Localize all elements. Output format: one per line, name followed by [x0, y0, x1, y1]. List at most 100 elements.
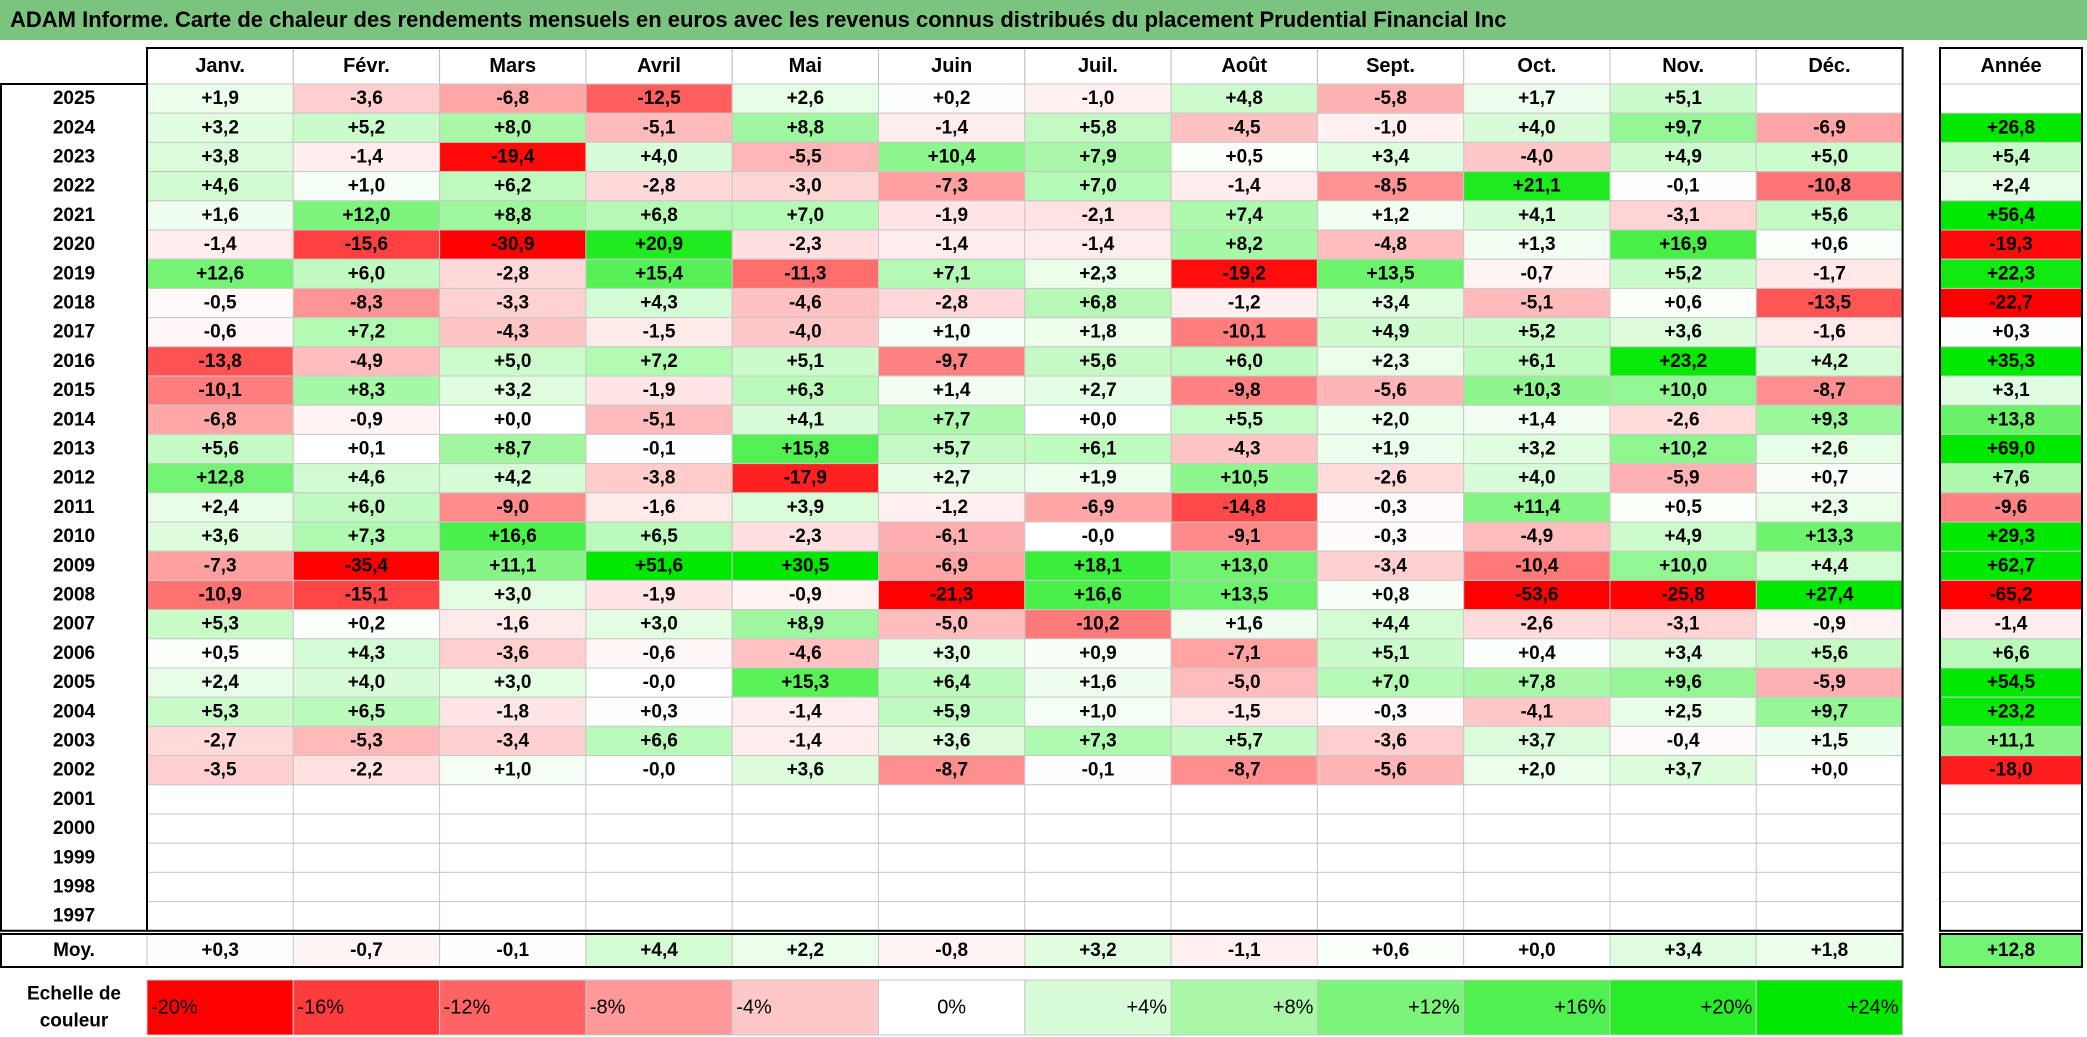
cell-value: -8,7 [1228, 760, 1261, 781]
year-label: 2002 [53, 760, 95, 781]
scale-label-line2: couleur [40, 1011, 109, 1032]
cell-value: -5,9 [1813, 672, 1846, 693]
heatmap-cell [1170, 813, 1318, 844]
heatmap-cell [1609, 638, 1757, 669]
heatmap-cell [1755, 141, 1904, 173]
cell-value: -9,1 [1228, 526, 1261, 547]
heatmap-cell [585, 871, 733, 903]
scale-swatch [1755, 979, 1904, 1036]
month-header: Nov. [1662, 55, 1704, 77]
heatmap-cell [292, 112, 441, 143]
month-header-cell [1170, 47, 1318, 85]
cell-value: +6,3 [787, 380, 825, 401]
annual-value: -22,7 [1989, 293, 2032, 314]
cell-value: -6,9 [1813, 117, 1846, 138]
heatmap-cell [439, 579, 587, 611]
heatmap-cell [1024, 667, 1172, 698]
heatmap-cell [1024, 871, 1172, 903]
cell-value: -1,0 [1082, 88, 1115, 109]
heatmap-cell [731, 404, 880, 435]
heatmap-cell [878, 317, 1026, 348]
heatmap-cell [1755, 667, 1904, 698]
annual-header-cell [1939, 47, 2083, 85]
heatmap-cell [878, 579, 1026, 611]
scale-swatch [1170, 979, 1318, 1036]
cell-value: +6,1 [1079, 439, 1117, 460]
month-header: Juin [931, 55, 972, 77]
heatmap-cell [731, 901, 880, 932]
heatmap-cell [1316, 579, 1465, 611]
average-annual-frame [1939, 933, 2083, 968]
cell-value: +10,2 [1659, 439, 1707, 460]
heatmap-cell [1463, 287, 1611, 319]
average-value: +2,2 [787, 940, 825, 961]
heatmap-cell [878, 901, 1026, 932]
year-label: 2005 [53, 672, 96, 693]
annual-cell [1939, 842, 2083, 873]
cell-value: +4,2 [494, 468, 532, 489]
heatmap-cell [439, 141, 587, 173]
cell-value: -1,5 [1228, 701, 1261, 722]
cell-value: -0,6 [643, 643, 676, 664]
heatmap-cell [1609, 492, 1757, 523]
cell-value: +3,6 [787, 760, 825, 781]
heatmap-cell [1316, 433, 1465, 465]
year-label: 2004 [53, 701, 96, 722]
cell-value: +0,0 [1079, 409, 1117, 430]
heatmap-cell [1170, 83, 1318, 114]
heatmap-cell [731, 375, 880, 406]
cell-value: +11,1 [489, 555, 536, 576]
heatmap-cell [1609, 667, 1757, 698]
cell-value: -30,9 [491, 234, 534, 255]
cell-value: +3,0 [640, 614, 678, 635]
heatmap-cell [878, 433, 1026, 465]
annual-value: -18,0 [1989, 760, 2032, 781]
annual-value: -1,4 [1995, 614, 2028, 635]
cell-value: +7,3 [348, 526, 386, 547]
cell-value: +4,1 [787, 409, 825, 430]
cell-value: +6,2 [494, 176, 532, 197]
year-label: 2001 [53, 789, 96, 810]
heatmap-cell [585, 375, 733, 406]
cell-value: -10,9 [198, 585, 241, 606]
cell-value: +27,4 [1805, 585, 1854, 606]
cell-value: -0,0 [643, 760, 676, 781]
heatmap-cell [1024, 346, 1172, 377]
average-annual-value: +12,8 [1987, 940, 2035, 961]
cell-value: +1,2 [1372, 205, 1410, 226]
heatmap-cell [1170, 550, 1318, 581]
annual-cell [1939, 287, 2083, 319]
scale-label: -8% [590, 997, 626, 1019]
cell-value: -9,7 [935, 351, 968, 372]
annual-value: +13,8 [1987, 409, 2035, 430]
annual-cell [1939, 696, 2083, 727]
month-grid-frame [146, 47, 1904, 932]
heatmap-cell [1755, 609, 1904, 640]
cell-value: +51,6 [635, 555, 683, 576]
heatmap-cell [146, 492, 294, 523]
cell-value: -9,8 [1228, 380, 1261, 401]
heatmap-cell [439, 667, 587, 698]
heatmap-cell [439, 317, 587, 348]
scale-label: -20% [151, 997, 198, 1019]
average-value: +1,8 [1811, 940, 1849, 961]
heatmap-cell [1316, 784, 1465, 815]
cell-value: +7,8 [1518, 672, 1556, 693]
cell-value: +5,1 [787, 351, 825, 372]
cell-value: +4,9 [1372, 322, 1410, 343]
annual-value: +62,7 [1987, 555, 2035, 576]
cell-value: +1,0 [494, 760, 532, 781]
cell-value: -5,8 [1374, 88, 1407, 109]
heatmap-cell [1024, 784, 1172, 815]
heatmap-cell [1755, 842, 1904, 873]
cell-value: +12,6 [196, 263, 244, 284]
month-header-cell [731, 47, 880, 85]
heatmap-cell [1609, 521, 1757, 552]
average-cell [1755, 933, 1904, 968]
heatmap-cell [585, 171, 733, 202]
heatmap-cell [1170, 667, 1318, 698]
cell-value: +1,6 [201, 205, 239, 226]
heatmap-cell [1316, 550, 1465, 581]
scale-swatch [1609, 979, 1757, 1036]
year-label: 2017 [53, 322, 95, 343]
